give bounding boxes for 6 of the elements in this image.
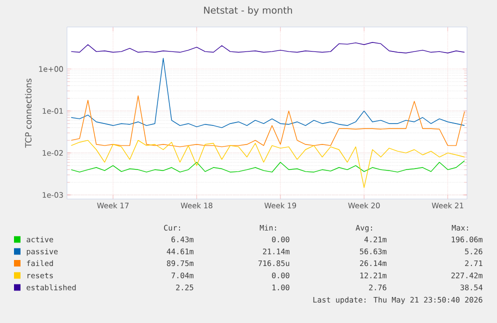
line-series <box>70 42 465 54</box>
line-series <box>70 140 465 188</box>
chart-title: Netstat - by month <box>204 6 292 16</box>
line-series <box>70 58 465 128</box>
line-series <box>70 160 465 172</box>
y-axis-title: TCP connections <box>24 78 32 148</box>
